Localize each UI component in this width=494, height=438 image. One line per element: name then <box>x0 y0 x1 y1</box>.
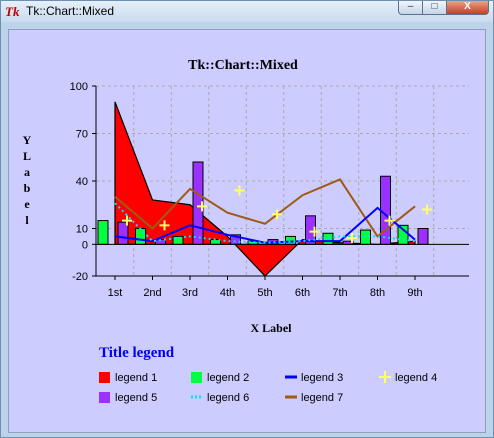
legend-entry: legend 1 <box>99 372 157 384</box>
y-axis-label-letter: Y <box>23 133 32 147</box>
chart-canvas: 100 70 40 10 0 -20 1st 2nd 3rd 4th 5th 6th 7th 8th 9th… <box>8 29 486 433</box>
point-legend-4 <box>272 209 282 220</box>
legend-entry: legend 2 <box>191 372 249 384</box>
legend-swatch <box>379 371 391 383</box>
legend-entry: legend 7 <box>285 392 343 404</box>
bar-legend-5 <box>380 175 391 245</box>
maximize-button[interactable]: □ <box>422 1 447 15</box>
y-tick-label: 0 <box>82 239 88 251</box>
legend-label: legend 5 <box>115 392 157 404</box>
point-legend-4 <box>122 215 132 226</box>
y-tick-label: 40 <box>76 176 88 188</box>
legend-entry: legend 6 <box>191 392 249 404</box>
x-tick-label: 9th <box>407 287 422 299</box>
chart-title: Tk::Chart::Mixed <box>188 58 298 73</box>
legend: legend 1 legend 2 legend 3 legend 4 legend 5… <box>99 371 437 404</box>
point-legend-4 <box>197 201 207 212</box>
x-axis-label: X Label <box>250 321 292 335</box>
tk-feather-icon: Tk <box>5 4 20 19</box>
legend-label: legend 6 <box>207 392 249 404</box>
y-axis-label-letter: a <box>24 165 30 179</box>
x-tick-label: 6th <box>295 287 310 299</box>
legend-label: legend 7 <box>301 392 343 404</box>
bar-legend-2 <box>97 220 109 245</box>
legend-swatch <box>99 392 110 403</box>
y-axis-label-letter: L <box>23 149 31 163</box>
area-series-legend-1 <box>114 101 416 277</box>
bar-legend-5 <box>417 228 429 245</box>
y-tick-label: 70 <box>76 129 88 141</box>
legend-entry: legend 5 <box>99 392 157 404</box>
y-tick-label: -20 <box>72 271 88 283</box>
x-tick-label: 8th <box>370 287 385 299</box>
point-legend-4 <box>159 220 170 231</box>
legend-label: legend 2 <box>207 372 249 384</box>
legend-swatch <box>99 372 110 383</box>
x-tick-label: 1st <box>108 287 123 299</box>
x-tick-label: 3rd <box>182 287 198 299</box>
legend-label: legend 4 <box>395 372 437 384</box>
x-tick-label: 2nd <box>143 287 161 299</box>
point-legend-4 <box>234 185 245 196</box>
legend-label: legend 3 <box>301 372 343 384</box>
bar-legend-2 <box>285 235 296 245</box>
x-tick-label: 7th <box>332 287 347 299</box>
y-axis-label-letter: e <box>24 197 30 211</box>
window-title: Tk::Chart::Mixed <box>26 4 115 18</box>
legend-entry: legend 3 <box>285 372 343 384</box>
y-tick-label: 10 <box>76 224 88 236</box>
legend-swatch <box>191 372 202 383</box>
x-tick-label: 4th <box>220 287 235 299</box>
plot-area <box>97 101 432 277</box>
x-tick-label: 5th <box>257 287 272 299</box>
dashed-series-legend-6 <box>114 202 416 244</box>
title-bar[interactable]: Tk Tk::Chart::Mixed <box>1 1 493 22</box>
point-legend-4 <box>422 204 432 215</box>
legend-title: Title legend <box>99 345 175 361</box>
point-legend-4 <box>309 226 320 237</box>
legend-label: legend 1 <box>115 372 157 384</box>
point-legend-4 <box>347 233 357 243</box>
close-button[interactable]: X <box>446 1 489 15</box>
y-axis-label-letter: b <box>24 181 31 195</box>
y-tick-label: 100 <box>70 81 88 93</box>
line-series-legend-7 <box>114 178 416 238</box>
point-legend-4 <box>384 215 395 226</box>
legend-entry: legend 4 <box>379 371 437 384</box>
minimize-button[interactable]: – <box>398 1 423 15</box>
y-axis-label-letter: l <box>25 213 29 227</box>
bar-legend-2 <box>135 228 146 245</box>
